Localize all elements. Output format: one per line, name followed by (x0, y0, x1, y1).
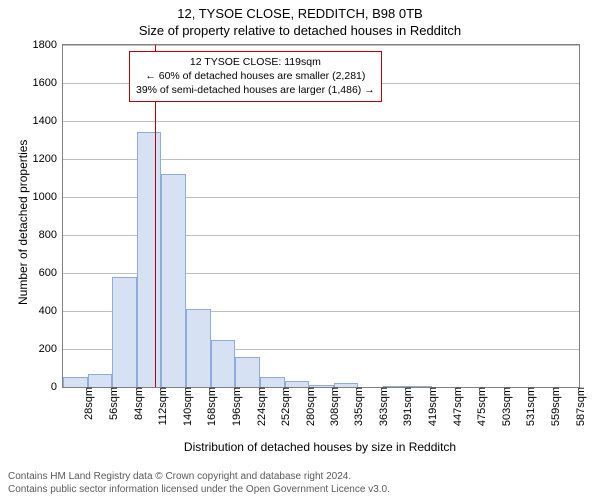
y-tick-label: 800 (39, 229, 63, 241)
x-tick-label: 475sqm (472, 387, 488, 426)
chart-title-line1: 12, TYSOE CLOSE, REDDITCH, B98 0TB (0, 0, 600, 21)
y-tick-label: 1800 (33, 39, 63, 51)
x-tick-label: 447sqm (448, 387, 464, 426)
x-tick-label: 252sqm (276, 387, 292, 426)
x-tick-label: 363sqm (374, 387, 390, 426)
footer-line1: Contains HM Land Registry data © Crown c… (8, 470, 592, 483)
x-tick-label: 587sqm (571, 387, 587, 426)
x-tick-label: 531sqm (521, 387, 537, 426)
x-tick-label: 391sqm (398, 387, 414, 426)
footer-text: Contains HM Land Registry data © Crown c… (8, 470, 592, 496)
annotation-line: 39% of semi-detached houses are larger (… (136, 83, 375, 97)
annotation-box: 12 TYSOE CLOSE: 119sqm← 60% of detached … (129, 51, 382, 102)
y-tick-label: 1200 (33, 153, 63, 165)
x-tick-label: 140sqm (178, 387, 194, 426)
histogram-bar (260, 377, 285, 387)
y-tick-label: 400 (39, 305, 63, 317)
x-tick-label: 503sqm (497, 387, 513, 426)
x-tick-label: 112sqm (153, 387, 169, 425)
gridline (63, 45, 579, 46)
x-axis-label: Distribution of detached houses by size … (62, 440, 578, 454)
y-axis-label: Number of detached properties (16, 140, 30, 305)
x-tick-label: 28sqm (79, 387, 95, 420)
y-tick-label: 1600 (33, 77, 63, 89)
chart-title-line2: Size of property relative to detached ho… (0, 21, 600, 38)
x-tick-label: 56sqm (104, 387, 120, 420)
y-tick-label: 1000 (33, 191, 63, 203)
histogram-bar (88, 374, 113, 387)
x-tick-label: 559sqm (546, 387, 562, 426)
histogram-bar (63, 377, 88, 387)
x-tick-label: 335sqm (349, 387, 365, 426)
y-tick-label: 200 (39, 343, 63, 355)
histogram-bar (186, 309, 211, 387)
footer-line2: Contains public sector information licen… (8, 483, 592, 496)
histogram-bar (235, 357, 260, 387)
x-tick-label: 224sqm (252, 387, 268, 426)
histogram-bar (211, 340, 236, 388)
y-tick-label: 1400 (33, 115, 63, 127)
y-tick-label: 0 (51, 381, 63, 393)
plot-area: 02004006008001000120014001600180028sqm56… (62, 44, 580, 388)
gridline (63, 121, 579, 122)
annotation-line: ← 60% of detached houses are smaller (2,… (136, 69, 375, 83)
histogram-bar (112, 277, 137, 387)
x-tick-label: 168sqm (202, 387, 218, 426)
x-tick-label: 196sqm (227, 387, 243, 426)
y-tick-label: 600 (39, 267, 63, 279)
x-tick-label: 84sqm (129, 387, 145, 420)
histogram-bar (137, 132, 162, 387)
histogram-bar (161, 174, 186, 387)
x-tick-label: 419sqm (423, 387, 439, 426)
x-tick-label: 308sqm (325, 387, 341, 426)
annotation-line: 12 TYSOE CLOSE: 119sqm (136, 55, 375, 69)
x-tick-label: 280sqm (301, 387, 317, 426)
chart-container: 12, TYSOE CLOSE, REDDITCH, B98 0TB Size … (0, 0, 600, 500)
